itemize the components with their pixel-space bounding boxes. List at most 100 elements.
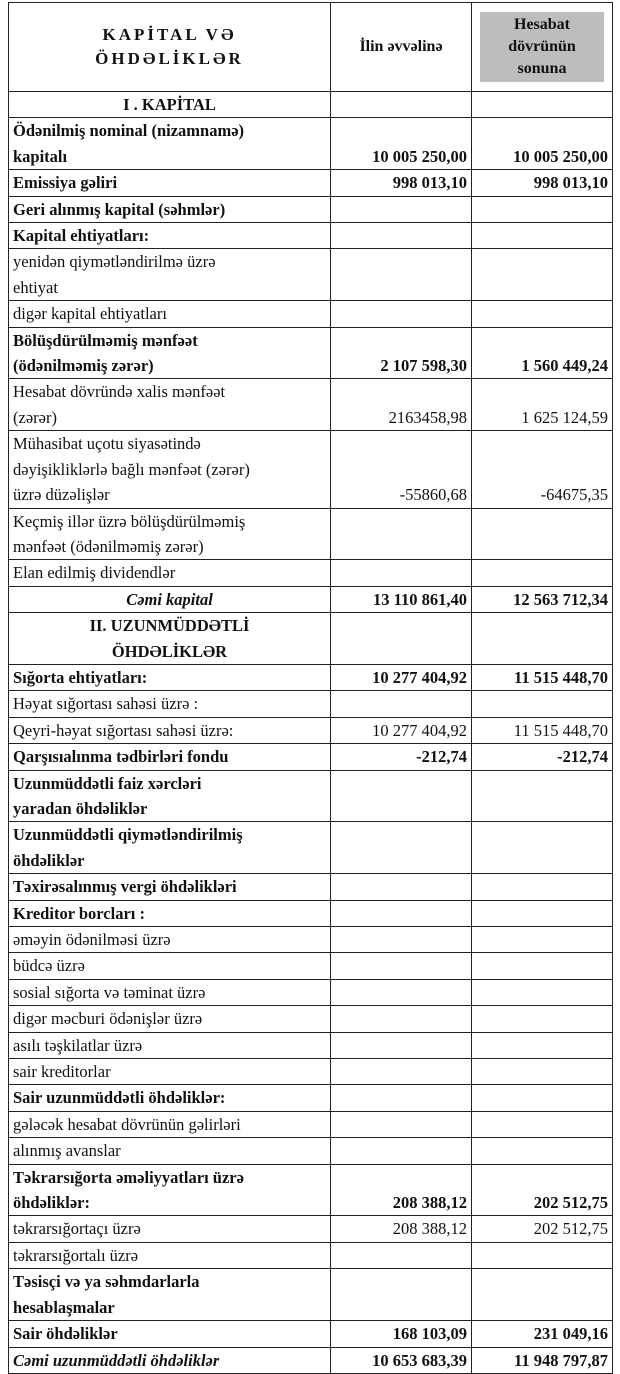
label-line: sosial sığorta və təminat üzrə	[13, 982, 206, 1002]
value-cell: 208 388,12	[330, 1215, 472, 1243]
table-row: Qarşısıalınma tədbirləri fondu -212,74 -21…	[8, 743, 613, 771]
table-row: Sığorta ehtiyatları: 10 277 404,92 11 515 …	[8, 663, 613, 692]
row-label: sosial sığorta və təminat üzrə	[8, 978, 331, 1007]
value-cell: 11 948 797,87	[471, 1346, 613, 1374]
value-cell	[330, 222, 472, 250]
value-cell	[471, 1005, 613, 1033]
value-cell	[330, 612, 472, 665]
table-row: digər kapital ehtiyatları	[8, 300, 613, 328]
value-cell	[330, 1005, 472, 1033]
value-cell	[471, 559, 613, 587]
header-start: İlin əvvəlinə	[330, 2, 472, 92]
table-row: Elan edilmiş dividendlər	[8, 559, 613, 587]
value-cell	[471, 507, 613, 561]
label-line: dəyişikliklərlə bağlı mənfəət (zərər)	[13, 459, 250, 479]
row-label: Geri alınmış kapital (səhmlər)	[8, 195, 331, 224]
table-row: sair kreditorlar	[8, 1058, 613, 1086]
value-cell	[471, 690, 613, 718]
header-line: dövrünün	[508, 38, 576, 55]
value-cell	[330, 1137, 472, 1165]
label-line: mənfəət (ödənilməmiş zərər)	[13, 536, 204, 556]
value-cell: 13 110 861,40	[330, 585, 472, 614]
row-label: Mühasibat uçotu siyasətində dəyişikliklər…	[8, 430, 331, 509]
value-cell: -212,74	[471, 743, 613, 771]
table-row: Təkrarsığorta əməliyyatları üzrə öhdəlikl…	[8, 1163, 613, 1217]
table-row: Sair öhdəliklər 168 103,09 231 049,16	[8, 1320, 613, 1348]
label-line: II. UZUNMÜDDƏTLİ	[89, 616, 250, 636]
label-line: Sığorta ehtiyatları:	[13, 667, 148, 687]
table-row: Emissiya gəliri 998 013,10 998 013,10	[8, 169, 613, 197]
table-row: Geri alınmış kapital (səhmlər)	[8, 195, 613, 224]
row-label: Kreditor borcları :	[8, 899, 331, 928]
label-line: öhdəliklər	[13, 850, 85, 870]
value-cell	[471, 90, 613, 119]
label-line: büdcə üzrə	[13, 956, 85, 976]
header-end-box: Hesabat dövrünün sonuna	[480, 12, 604, 82]
row-label: büdcə üzrə	[8, 952, 331, 980]
table-row: Kreditor borcları :	[8, 899, 613, 928]
label-line: Keçmiş illər üzrə bölüşdürülməmiş	[13, 511, 246, 531]
row-label: Elan edilmiş dividendlər	[8, 559, 331, 587]
row-label: Cəmi kapital	[8, 585, 331, 614]
value-cell	[471, 300, 613, 328]
value-cell	[471, 952, 613, 980]
label-line: (zərər)	[13, 407, 57, 427]
label-line: öhdəliklər:	[13, 1193, 90, 1213]
label-line: digər kapital ehtiyatları	[13, 304, 167, 324]
label-line: I . KAPİTAL	[123, 95, 216, 114]
value-cell	[330, 1241, 472, 1270]
value-cell: 2 107 598,30	[330, 326, 472, 380]
label-line: Kreditor borcları :	[13, 903, 145, 923]
label-line: gələcək hesabat dövrünün gəlirləri	[13, 1114, 241, 1134]
value-cell: 1 625 124,59	[471, 378, 613, 432]
value-cell	[330, 925, 472, 954]
row-label: Qeyri-həyat sığortası sahəsi üzrə:	[8, 716, 331, 745]
table-row: əməyin ödənilməsi üzrə	[8, 925, 613, 954]
row-label: Təxirəsalınmış vergi öhdəlikləri	[8, 873, 331, 901]
table-row: Təxirəsalınmış vergi öhdəlikləri	[8, 873, 613, 901]
value-cell: 10 277 404,92	[330, 663, 472, 692]
table-row: yenidən qiymətləndirilmə üzrə ehtiyat	[8, 248, 613, 302]
row-label: əməyin ödənilməsi üzrə	[8, 925, 331, 954]
label-line: Təkrarsığorta əməliyyatları üzrə	[13, 1167, 244, 1187]
table-row: Cəmi uzunmüddətli öhdəliklər 10 653 683,3…	[8, 1346, 613, 1374]
table-row: Kapital ehtiyatları:	[8, 222, 613, 250]
label-line: asılı təşkilatlar üzrə	[13, 1035, 143, 1055]
label-line: digər məcburi ödənişlər üzrə	[13, 1009, 203, 1029]
row-label: Təkrarsığorta əməliyyatları üzrə öhdəlikl…	[8, 1163, 331, 1217]
label-line: Uzunmüddətli qiymətləndirilmiş	[13, 825, 243, 845]
header-end: Hesabat dövrünün sonuna	[471, 2, 613, 92]
row-label: I . KAPİTAL	[8, 90, 331, 119]
label-line: Qeyri-həyat sığortası sahəsi üzrə:	[13, 720, 234, 740]
value-cell	[471, 1058, 613, 1086]
value-cell	[471, 612, 613, 665]
label-line: kapitalı	[13, 146, 68, 166]
value-cell	[330, 899, 472, 928]
label-line: Kapital ehtiyatları:	[13, 226, 150, 246]
value-cell: 208 388,12	[330, 1163, 472, 1217]
label-line: Təxirəsalınmış vergi öhdəlikləri	[13, 877, 237, 897]
row-label: Həyat sığortası sahəsi üzrə :	[8, 690, 331, 718]
header-row: KAPİTAL VƏ ÖHDƏLİKLƏR İlin əvvəlinə Hesab…	[8, 2, 613, 92]
header-line: Hesabat	[514, 16, 570, 33]
row-label: Sair öhdəliklər	[8, 1320, 331, 1348]
value-cell	[330, 507, 472, 561]
value-cell: 11 515 448,70	[471, 716, 613, 745]
label-line: əməyin ödənilməsi üzrə	[13, 930, 171, 949]
row-label: Sair uzunmüddətli öhdəliklər:	[8, 1084, 331, 1112]
value-cell: 998 013,10	[471, 169, 613, 197]
value-cell	[330, 195, 472, 224]
value-cell: 2163458,98	[330, 378, 472, 432]
label-line: Cəmi uzunmüddətli öhdəliklər	[13, 1350, 220, 1370]
table-row: Uzunmüddətli qiymətləndirilmiş öhdəliklər	[8, 821, 613, 875]
row-label: Qarşısıalınma tədbirləri fondu	[8, 743, 331, 771]
value-cell	[330, 952, 472, 980]
table-row: təkrarsığortalı üzrə	[8, 1241, 613, 1270]
value-cell	[471, 873, 613, 901]
label-line: Həyat sığortası sahəsi üzrə :	[13, 694, 199, 714]
table-row: Uzunmüddətli faiz xərcləri yaradan öhdəli…	[8, 769, 613, 823]
label-line: təkrarsığortaçı üzrə	[13, 1219, 141, 1239]
value-cell: 998 013,10	[330, 169, 472, 197]
row-label: Uzunmüddətli faiz xərcləri yaradan öhdəli…	[8, 769, 331, 823]
